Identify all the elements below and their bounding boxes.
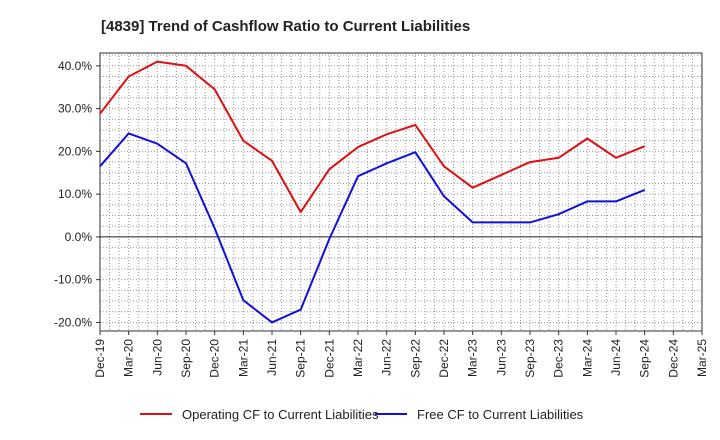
- y-tick-label: -20.0%: [54, 315, 92, 329]
- y-tick-label: 10.0%: [58, 187, 92, 201]
- x-tick-label: Dec-21: [322, 339, 336, 378]
- legend-label-2: Free CF to Current Liabilities: [417, 407, 584, 422]
- x-tick-label: Jun-21: [265, 339, 279, 376]
- x-tick-label: Mar-22: [351, 339, 365, 377]
- x-tick-label: Jun-20: [150, 339, 164, 376]
- y-tick-label: 40.0%: [58, 59, 92, 73]
- x-tick-label: Sep-23: [523, 339, 537, 378]
- series-group: [99, 60, 646, 324]
- x-tick-label: Jun-22: [380, 339, 394, 376]
- x-tick-label: Mar-24: [580, 339, 594, 377]
- x-tick-label: Mar-23: [466, 339, 480, 377]
- x-tick-label: Dec-23: [552, 339, 566, 378]
- x-tick-label: Dec-22: [437, 339, 451, 378]
- series-line-2: [99, 132, 646, 324]
- x-tick-label: Jun-23: [494, 339, 508, 376]
- x-tick-label: Sep-21: [294, 339, 308, 378]
- grid: [100, 53, 702, 331]
- x-tick-label: Sep-20: [179, 339, 193, 378]
- x-tick-label: Mar-20: [122, 339, 136, 377]
- x-tick-label: Sep-24: [638, 339, 652, 378]
- chart-title: [4839] Trend of Cashflow Ratio to Curren…: [101, 18, 470, 35]
- y-axis: 40.0% 30.0% 20.0% 10.0% 0.0% -10.0% -20.0%: [54, 59, 100, 329]
- x-tick-label: Dec-19: [93, 339, 107, 378]
- x-tick-label: Mar-21: [236, 339, 250, 377]
- plot-frame: [99, 52, 703, 332]
- x-axis: Dec-19 Mar-20 Jun-20 Sep-20 Dec-20 Mar-21 Jun-…: [93, 331, 709, 378]
- x-tick-label: Sep-22: [408, 339, 422, 378]
- y-tick-label: -10.0%: [54, 273, 92, 287]
- y-tick-label: 20.0%: [58, 144, 92, 158]
- legend: Operating CF to Current Liabilities Free …: [140, 407, 584, 422]
- x-tick-label: Mar-25: [695, 339, 709, 377]
- x-tick-label: Dec-20: [208, 339, 222, 378]
- y-tick-label: 30.0%: [58, 102, 92, 116]
- x-tick-label: Dec-24: [666, 339, 680, 378]
- legend-label-1: Operating CF to Current Liabilities: [182, 407, 379, 422]
- series-line-1: [99, 60, 646, 214]
- y-tick-label: 0.0%: [65, 230, 93, 244]
- x-tick-label: Jun-24: [609, 339, 623, 376]
